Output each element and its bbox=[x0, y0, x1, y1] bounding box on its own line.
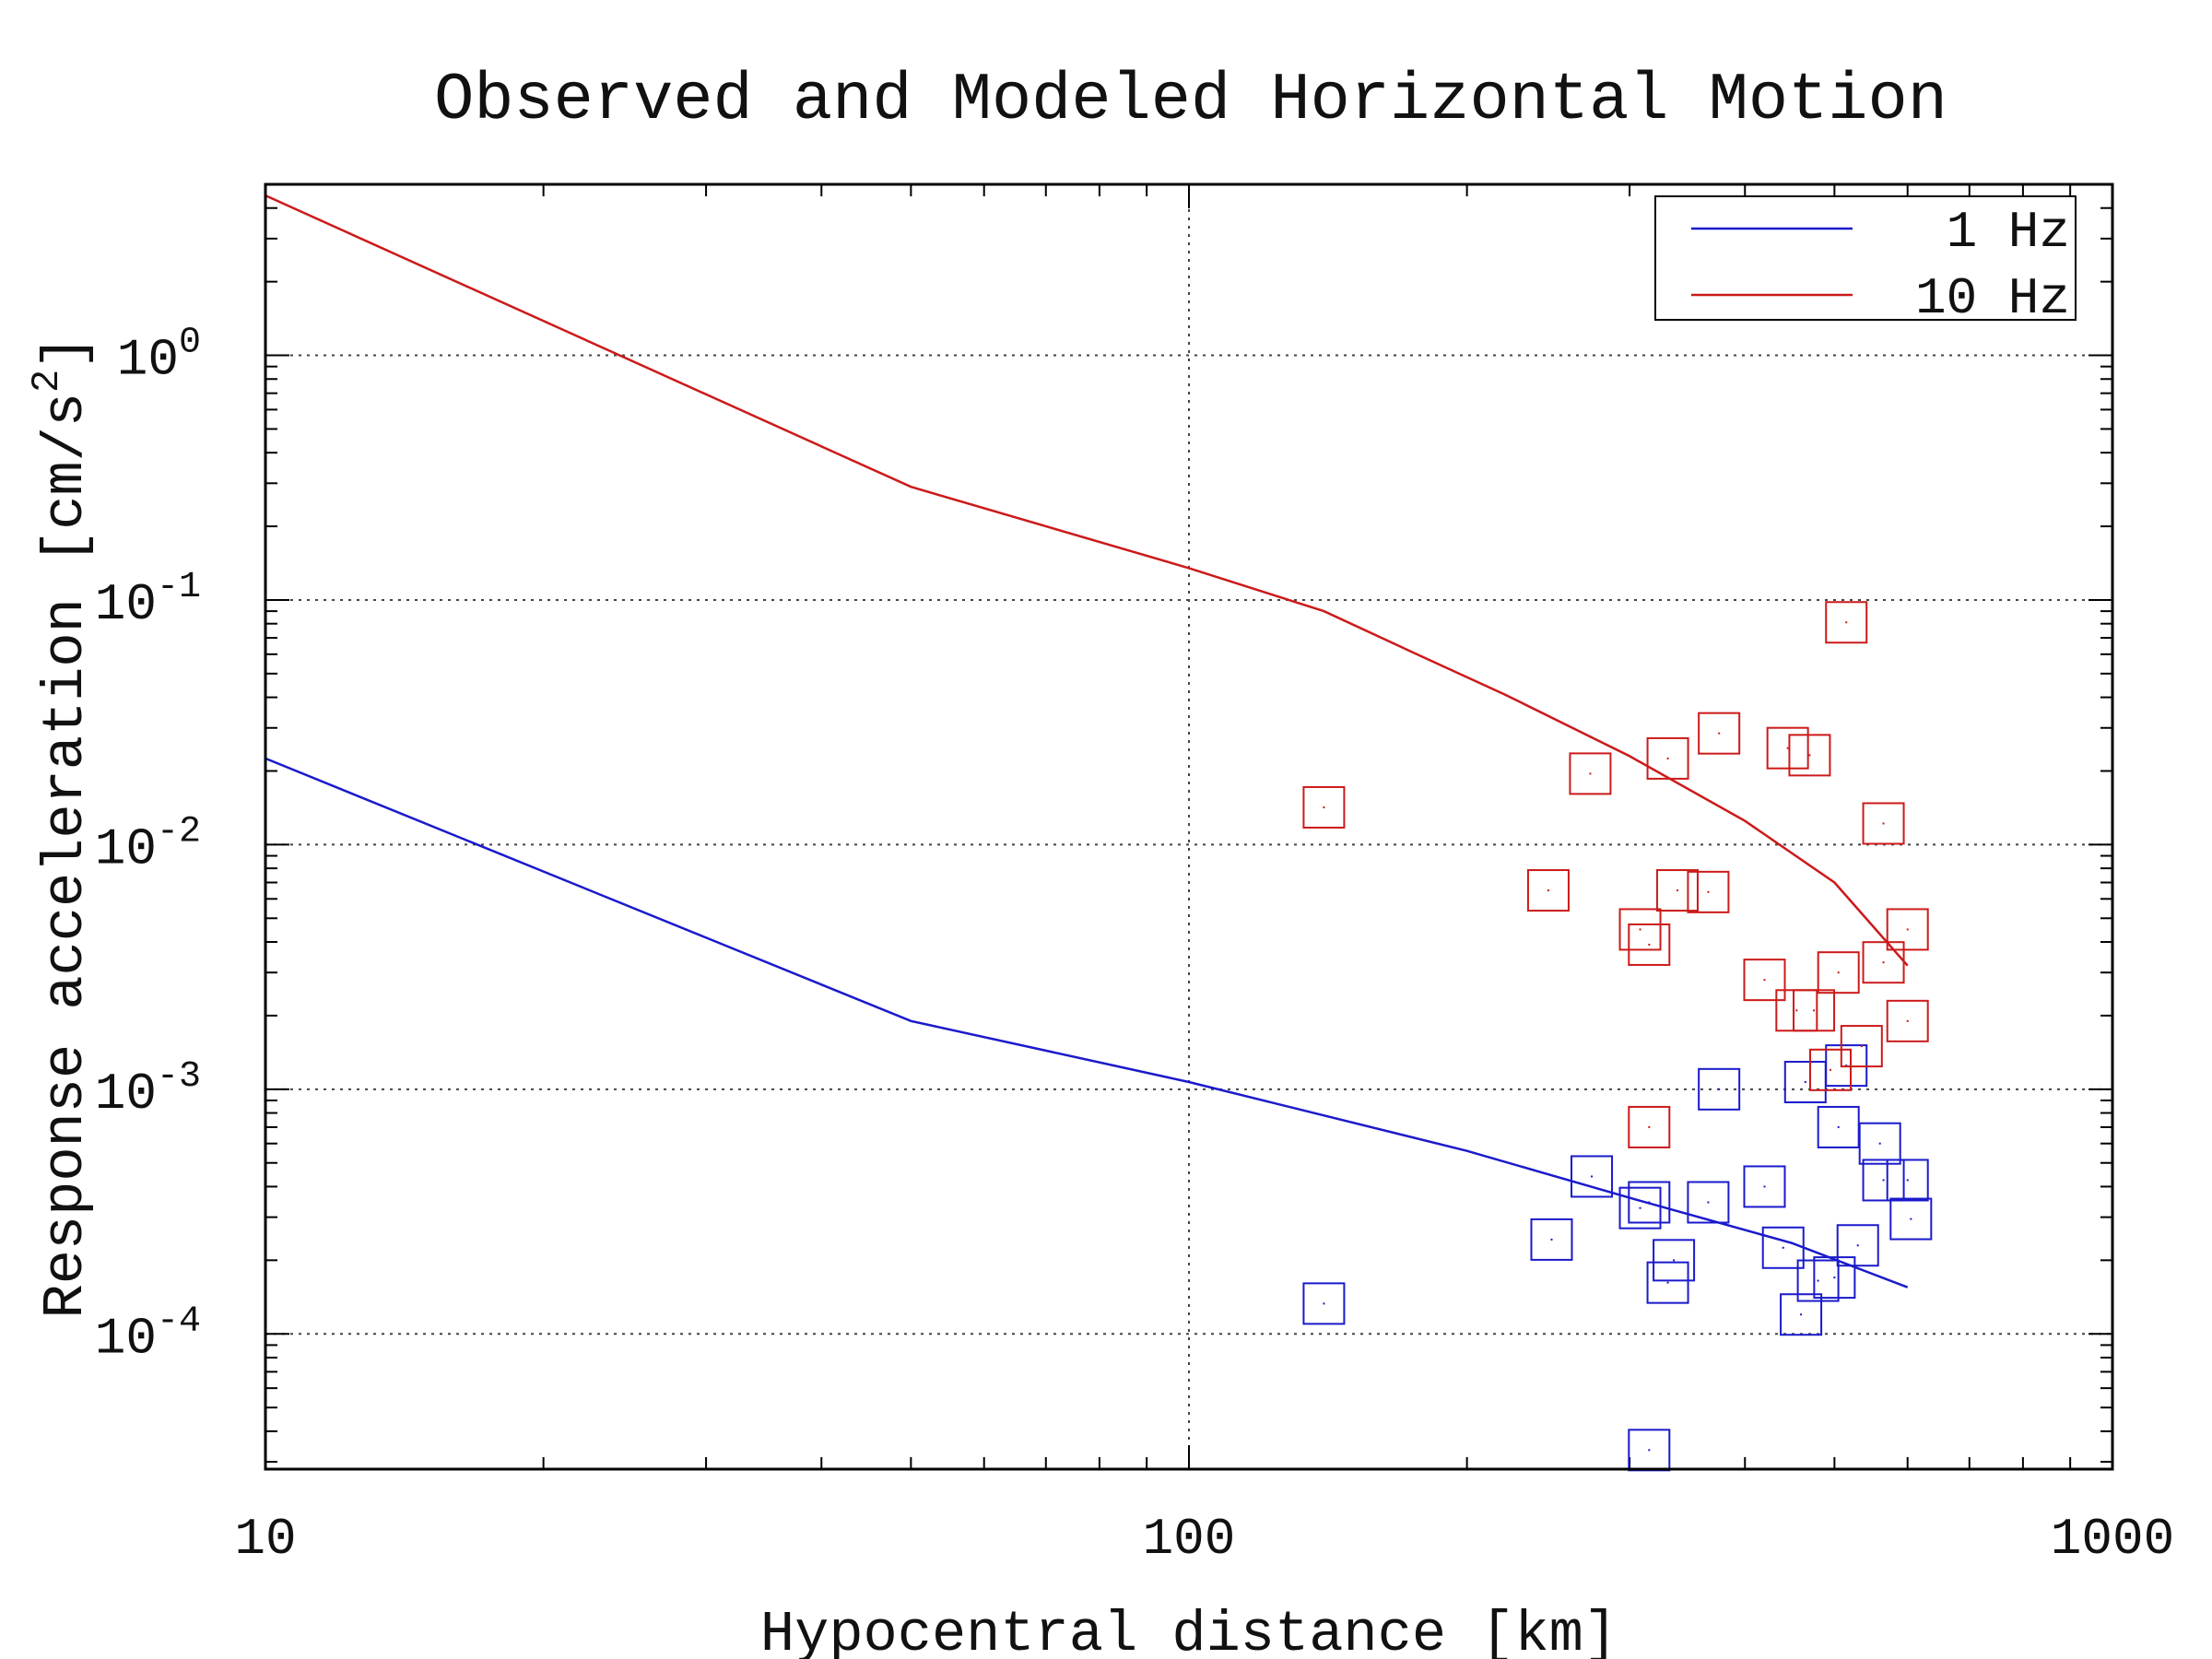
data-point-10hz bbox=[1886, 908, 1929, 951]
data-point-1hz bbox=[1618, 1186, 1662, 1230]
data-point-10hz bbox=[1775, 989, 1818, 1032]
data-point-1hz bbox=[1862, 1159, 1905, 1202]
data-point-1hz bbox=[1653, 1239, 1696, 1282]
data-point-10hz bbox=[1302, 785, 1346, 829]
data-point-1hz bbox=[1796, 1259, 1840, 1302]
y-tick-label: 100 bbox=[117, 323, 201, 390]
x-axis-label: Hypocentral distance [km] bbox=[760, 1602, 1618, 1659]
data-point-1hz bbox=[1817, 1105, 1860, 1148]
data-point-10hz bbox=[1687, 870, 1730, 913]
data-point-10hz bbox=[1618, 908, 1662, 951]
data-point-10hz bbox=[1743, 959, 1786, 1002]
data-point-10hz bbox=[1817, 951, 1860, 994]
tick-labels: 100 10-1 10-2 10-3 10-4 10 100 1000 bbox=[95, 323, 2174, 1569]
data-point-1hz bbox=[1889, 1197, 1933, 1241]
data-point-1hz bbox=[1302, 1282, 1346, 1325]
data-point-1hz bbox=[1646, 1261, 1689, 1304]
data-point-10hz bbox=[1862, 941, 1905, 984]
legend-box bbox=[1654, 195, 2077, 321]
data-point-1hz bbox=[1687, 1181, 1730, 1224]
model-lines bbox=[265, 194, 1909, 1288]
data-point-10hz bbox=[1569, 752, 1612, 795]
data-point-1hz bbox=[1858, 1122, 1901, 1165]
plot-frame bbox=[264, 182, 2114, 1471]
y-axis-label-main: Response acceleration [cm/s bbox=[33, 393, 99, 1319]
y-tick-label: 10-2 bbox=[95, 811, 201, 878]
y-tick-label: 10-3 bbox=[95, 1056, 201, 1124]
grid-lines bbox=[265, 184, 2112, 1469]
data-point-10hz bbox=[1766, 726, 1809, 770]
y-axis-label-superscript: 2 bbox=[25, 370, 69, 393]
data-point-10hz bbox=[1862, 802, 1905, 845]
data-point-10hz bbox=[1886, 999, 1929, 1042]
data-point-10hz bbox=[1793, 989, 1836, 1032]
y-axis-label: Response acceleration [cm/s2] bbox=[25, 335, 99, 1318]
data-point-1hz bbox=[1628, 1429, 1671, 1472]
data-point-1hz bbox=[1783, 1061, 1827, 1104]
legend-label-1hz: 1 Hz bbox=[1947, 203, 2070, 262]
y-tick-label: 10-1 bbox=[95, 567, 201, 634]
data-point-1hz bbox=[1530, 1218, 1573, 1261]
data-point-1hz bbox=[1571, 1155, 1614, 1198]
data-point-10hz bbox=[1646, 736, 1689, 780]
data-point-1hz bbox=[1698, 1067, 1741, 1111]
data-point-1hz bbox=[1886, 1159, 1929, 1202]
data-point-10hz bbox=[1628, 923, 1671, 966]
data-point-10hz bbox=[1808, 1048, 1852, 1091]
chart-title: Observed and Modeled Horizontal Motion bbox=[434, 63, 1947, 138]
data-point-1hz bbox=[1780, 1293, 1823, 1336]
data-point-1hz bbox=[1628, 1181, 1671, 1224]
x-tick-label: 100 bbox=[1143, 1510, 1236, 1569]
data-point-1hz bbox=[1743, 1165, 1786, 1208]
data-point-10hz bbox=[1840, 1025, 1883, 1068]
y-axis-label-end: ] bbox=[33, 335, 99, 369]
data-point-1hz bbox=[1761, 1226, 1805, 1269]
model-line-1hz bbox=[265, 757, 1909, 1288]
data-point-10hz bbox=[1628, 1105, 1671, 1148]
data-point-10hz bbox=[1825, 601, 1868, 644]
x-tick-label: 10 bbox=[234, 1510, 296, 1569]
legend-label-10hz: 10 Hz bbox=[1915, 269, 2070, 328]
x-tick-label: 1000 bbox=[2051, 1510, 2174, 1569]
data-point-10hz bbox=[1655, 869, 1699, 912]
model-line-10hz bbox=[265, 194, 1909, 967]
data-point-10hz bbox=[1526, 869, 1570, 912]
observed-points bbox=[1302, 601, 1933, 1472]
data-point-10hz bbox=[1698, 712, 1741, 755]
data-point-1hz bbox=[1813, 1256, 1856, 1300]
y-tick-label: 10-4 bbox=[95, 1300, 201, 1368]
data-point-10hz bbox=[1788, 734, 1831, 777]
legend: 1 Hz 10 Hz bbox=[1654, 195, 2077, 328]
data-point-1hz bbox=[1836, 1224, 1879, 1267]
